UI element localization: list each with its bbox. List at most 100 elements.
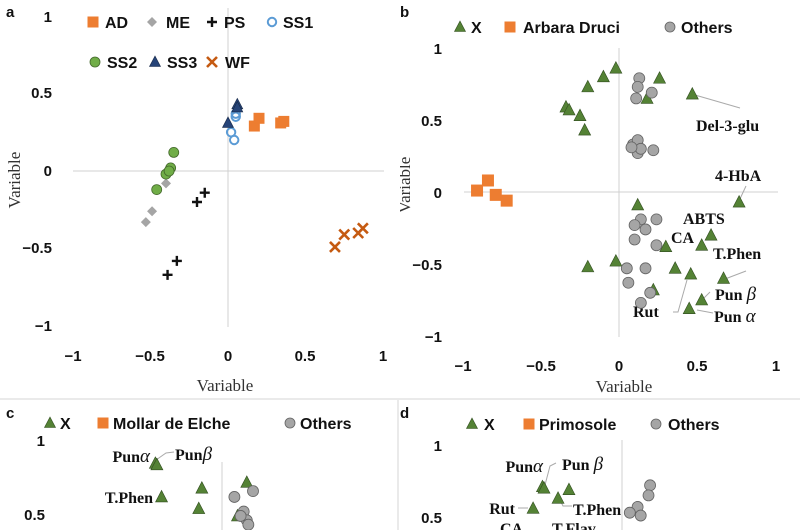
legend-label: Others <box>300 416 352 433</box>
x-tick-label: 0.5 <box>295 348 316 365</box>
legend-marker-others <box>284 417 296 429</box>
y-tick-label: −1 <box>35 318 52 335</box>
legend: X Primosole Others <box>466 417 720 434</box>
data-point-others <box>642 489 655 502</box>
legend-label: Others <box>681 20 733 37</box>
point-label: Del-3-glu <box>696 118 759 135</box>
data-point-x <box>704 228 718 241</box>
data-point-ps <box>199 187 210 198</box>
panel-d: d 1 0.5 X Primosole Others Punα Pun β Rut … <box>400 400 800 530</box>
legend: AD ME PS SS1 SS2 SS3 WF <box>87 15 313 72</box>
legend-marker-ss2 <box>89 56 101 68</box>
data-point-others <box>630 92 643 105</box>
data-point-others <box>234 510 247 522</box>
panel-b: b 1 0.5 0 −0.5 −1 −1 −0.5 0 0.5 1 Variab… <box>400 0 800 398</box>
y-tick-label: −1 <box>425 329 442 346</box>
data-point-x <box>195 481 209 494</box>
leader-line <box>544 462 557 486</box>
scatter-chart-b: b 1 0.5 0 −0.5 −1 −1 −0.5 0 0.5 1 Variab… <box>400 4 780 396</box>
x-tick-label: 0 <box>224 348 232 365</box>
legend-marker-mollar-de-elche <box>97 417 109 429</box>
data-point-x <box>192 501 206 514</box>
panel-label: d <box>400 405 409 422</box>
data-point-ss3 <box>231 100 244 113</box>
panel-label: a <box>6 4 15 21</box>
point-label: Rut <box>489 501 515 518</box>
data-point-x <box>551 491 565 504</box>
y-tick-label: −0.5 <box>22 240 52 257</box>
legend-marker-x <box>454 20 466 32</box>
legend-marker-wf <box>206 56 218 68</box>
point-label: Pun β <box>562 454 604 475</box>
legend-label: X <box>60 416 71 433</box>
data-point-x <box>631 197 645 211</box>
scatter-chart-a: a 1 0.5 0 −0.5 −1 −1 −0.5 0 0.5 1 Variab… <box>5 4 387 395</box>
x-tick-label: 1 <box>379 348 387 365</box>
y-tick-label: 1 <box>434 41 442 58</box>
legend-marker-ps <box>207 17 217 27</box>
data-point-x <box>537 481 551 494</box>
point-label: Pun β <box>715 284 757 305</box>
point-label: CA <box>671 230 695 247</box>
legend: X Mollar de Elche Others <box>44 416 352 433</box>
data-point-x <box>717 271 731 284</box>
y-tick-label: 0.5 <box>24 507 45 524</box>
point-label: Pun α <box>714 306 757 327</box>
data-point-others <box>247 485 259 497</box>
data-point-others <box>634 509 647 522</box>
y-tick-label: 0.5 <box>421 113 442 130</box>
data-point-x <box>684 266 698 280</box>
data-point-ss2 <box>163 165 175 177</box>
data-point-others <box>639 262 652 275</box>
panel-divider <box>397 400 399 530</box>
data-point-me <box>140 217 151 228</box>
legend-label: AD <box>105 15 128 32</box>
data-point-x <box>659 239 673 253</box>
legend-label: Others <box>668 417 720 434</box>
legend-label: WF <box>225 55 250 72</box>
legend-label: X <box>484 417 495 434</box>
data-point-x <box>596 69 610 83</box>
legend-label: SS1 <box>283 15 313 32</box>
legend-label: X <box>471 20 482 37</box>
data-point-others <box>634 296 647 309</box>
data-point-ps <box>192 197 202 207</box>
legend-label: PS <box>224 15 246 32</box>
point-label: T.Phen <box>713 246 761 263</box>
y-tick-label: 1 <box>37 433 45 450</box>
y-tick-label: 1 <box>44 9 52 26</box>
data-point-wf <box>338 228 351 241</box>
data-point-x <box>155 489 169 503</box>
data-point-x <box>562 102 576 116</box>
data-points <box>526 479 656 522</box>
data-point-others <box>228 491 241 503</box>
data-point-others <box>628 233 641 246</box>
y-tick-label: 0.5 <box>31 85 52 102</box>
data-point-x <box>682 301 696 314</box>
data-point-me <box>147 206 158 217</box>
scatter-chart-d: d 1 0.5 X Primosole Others Punα Pun β Rut … <box>400 405 720 530</box>
data-point-others <box>622 276 635 289</box>
panel-label: b <box>400 4 409 21</box>
x-tick-label: −0.5 <box>135 348 165 365</box>
legend: X Arbara Druci Others <box>454 20 733 37</box>
data-point-others <box>242 518 255 530</box>
data-point-others <box>645 86 658 99</box>
data-point-others <box>625 141 638 154</box>
point-label: CA <box>500 521 524 530</box>
data-point-x <box>732 194 746 208</box>
legend-marker-ad <box>87 16 99 28</box>
point-label: 4-HbA <box>715 168 762 185</box>
panel-label: c <box>6 405 14 422</box>
data-points <box>140 97 369 280</box>
legend-marker-others <box>664 21 676 33</box>
legend-marker-primosole <box>523 418 535 430</box>
data-points <box>148 456 259 530</box>
legend-marker-others <box>650 418 662 430</box>
data-point-ad <box>278 115 290 127</box>
panel-c: c 1 0.5 X Mollar de Elche Others Punα Punβ… <box>0 400 397 530</box>
data-point-others <box>650 239 663 252</box>
data-point-arbara-druci <box>500 194 513 207</box>
data-point-ss3 <box>222 116 234 128</box>
legend-marker-arbara-druci <box>504 21 516 33</box>
